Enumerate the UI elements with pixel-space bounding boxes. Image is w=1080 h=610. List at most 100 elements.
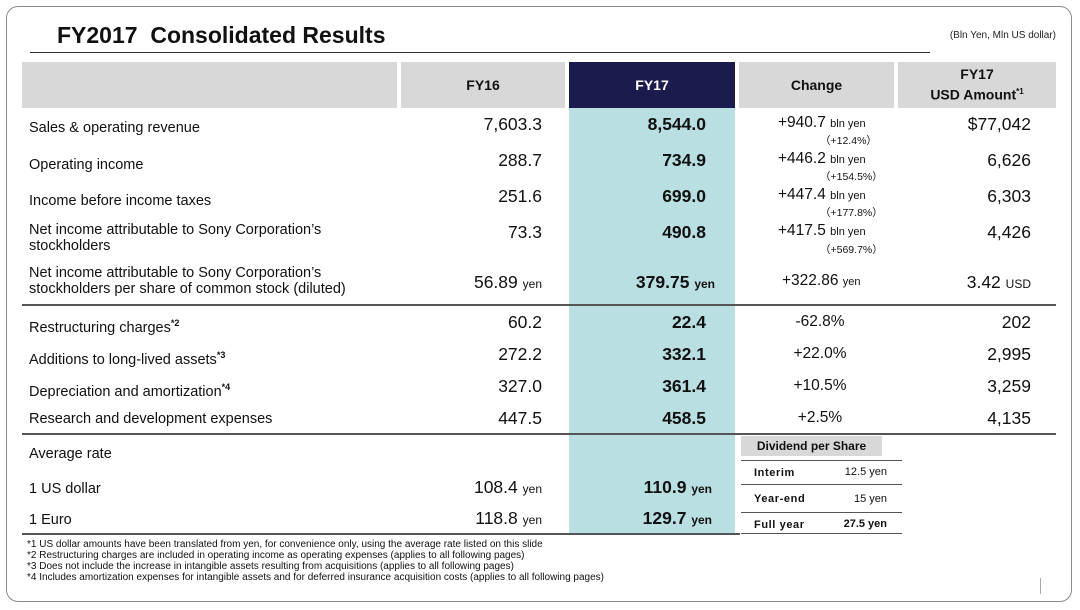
- usd-value: 3,259: [987, 376, 1031, 396]
- fy16-value: 447.5: [498, 408, 542, 428]
- fy17-unit: yen: [694, 277, 715, 291]
- fy17-value: 361.4: [662, 376, 706, 396]
- change-unit: bln yen: [830, 190, 866, 202]
- fy16-value: 288.7: [498, 150, 542, 170]
- fy17-value: 22.4: [671, 312, 706, 332]
- rate-unit: yen: [522, 513, 542, 527]
- change-value: +2.5%: [797, 409, 843, 426]
- change-value: +940.7 bln yen: [778, 114, 866, 132]
- row-label: Net income attributable to Sony Corporat…: [29, 222, 321, 254]
- average-rate-heading: Average rate: [29, 446, 112, 462]
- fy16-value: 272.2: [498, 344, 542, 364]
- footnote: *2 Restructuring charges are included in…: [27, 550, 525, 561]
- header-usd-note: *1: [1016, 87, 1024, 97]
- fy16-value: 56.89 yen: [400, 272, 542, 293]
- dividend-interim-label: Interim: [754, 467, 795, 479]
- rate-usd-fy17-amount: 110.9: [643, 477, 687, 497]
- footnote: *3 Does not include the increase in inta…: [27, 561, 514, 572]
- rate-usd-fy17: 110.9 yen: [566, 477, 712, 498]
- header-usd-line2: USD Amount*1: [930, 83, 1023, 104]
- header-fy17: FY17: [635, 76, 669, 93]
- fy16-value: 60.2: [507, 312, 542, 332]
- footnote: *4 Includes amortization expenses for in…: [27, 572, 604, 583]
- row-label-line1: Net income attributable to Sony Corporat…: [29, 265, 322, 281]
- section-divider: [22, 304, 1056, 306]
- fy16-value: 327.0: [498, 376, 542, 396]
- dividend-fullyear-value: 27.5 yen: [843, 518, 887, 530]
- row-label: Income before income taxes: [29, 193, 212, 209]
- fy17-value: 458.5: [662, 408, 706, 428]
- header-usd-amount: FY17 USD Amount*1: [898, 62, 1056, 108]
- fy16-value: 251.6: [498, 186, 542, 206]
- rate-usd-fy16: 108.4 yen: [400, 477, 542, 498]
- row-label: Restructuring charges*2: [29, 315, 179, 336]
- header-usd-cell: [898, 62, 1056, 108]
- row-label: Research and development expenses: [29, 411, 273, 427]
- dividend-yearend-label: Year-end: [754, 493, 806, 505]
- row-footnote-ref: *4: [221, 382, 231, 392]
- row-footnote-ref: *3: [216, 350, 226, 360]
- dividend-yearend-value: 15 yen: [853, 493, 887, 505]
- change-unit: bln yen: [830, 154, 866, 166]
- header-blank-cell: [22, 62, 397, 108]
- dividend-rule: [741, 512, 902, 513]
- dividend-rule: [741, 460, 902, 461]
- fy17-value: 379.75 yen: [566, 272, 715, 293]
- usd-value: 6,626: [987, 150, 1031, 170]
- header-fy17-cell: [569, 62, 735, 108]
- change-unit: bln yen: [830, 226, 866, 238]
- page-title: FY2017 Consolidated Results: [57, 22, 386, 48]
- row-label: Net income attributable to Sony Corporat…: [29, 265, 346, 297]
- units-note: (Bln Yen, Mln US dollar): [949, 30, 1056, 41]
- change-value: +322.86 yen: [782, 272, 861, 290]
- row-label-line1: Net income attributable to Sony Corporat…: [29, 222, 322, 238]
- fy17-amount: 379.75: [635, 272, 690, 292]
- row-label: Depreciation and amortization*4: [29, 379, 230, 400]
- usd-unit: USD: [1005, 277, 1031, 291]
- change-unit: yen: [842, 276, 861, 288]
- rate-unit: yen: [691, 482, 712, 496]
- rate-unit: yen: [522, 482, 542, 496]
- change-amount: +940.7: [778, 114, 826, 131]
- decorative-bar: [1040, 578, 1041, 594]
- table-bottom-rule: [22, 533, 740, 535]
- change-percent: （+177.8%）: [820, 207, 883, 219]
- title-rule: [30, 52, 930, 53]
- row-footnote-ref: *2: [170, 318, 180, 328]
- fy16-unit: yen: [522, 277, 542, 291]
- usd-value: 3.42 USD: [900, 272, 1031, 293]
- rate-label-usd: 1 US dollar: [29, 481, 101, 497]
- row-label: Operating income: [29, 157, 144, 173]
- change-value: -62.8%: [795, 313, 845, 330]
- row-label-line2: stockholders: [29, 238, 111, 254]
- row-label: Sales & operating revenue: [29, 120, 200, 136]
- usd-amount: 3.42: [966, 272, 1001, 292]
- footnote: *1 US dollar amounts have been translate…: [27, 539, 543, 550]
- row-label: Additions to long-lived assets*3: [29, 347, 225, 368]
- fy17-value: 699.0: [662, 186, 706, 206]
- rate-euro-fy16: 118.8 yen: [400, 508, 542, 529]
- rate-euro-fy17: 129.7 yen: [566, 508, 712, 529]
- fy17-value: 8,544.0: [647, 114, 706, 134]
- header-usd-line1: FY17: [960, 66, 994, 83]
- fy16-value: 7,603.3: [483, 114, 542, 134]
- change-value: +417.5 bln yen: [778, 222, 866, 240]
- change-amount: +447.4: [778, 186, 826, 203]
- header-usd-line2-text: USD Amount: [930, 86, 1017, 103]
- header-fy16: FY16: [466, 76, 500, 93]
- header-change-cell: [739, 62, 894, 108]
- change-percent: （+154.5%）: [820, 171, 883, 183]
- change-unit: bln yen: [830, 118, 866, 130]
- rate-usd-fy16-amount: 108.4: [473, 477, 518, 497]
- dividend-interim-value: 12.5 yen: [844, 466, 887, 478]
- change-amount: +417.5: [778, 222, 826, 239]
- change-percent: （+569.7%）: [820, 244, 883, 256]
- rate-euro-fy17-amount: 129.7: [642, 508, 687, 528]
- change-value: +10.5%: [793, 377, 847, 394]
- header-fy16-cell: [401, 62, 565, 108]
- usd-value: 202: [1001, 312, 1031, 332]
- fy16-value: 73.3: [507, 222, 542, 242]
- change-percent: （+12.4%）: [820, 135, 877, 147]
- usd-value: 6,303: [987, 186, 1031, 206]
- change-amount: +322.86: [782, 272, 839, 289]
